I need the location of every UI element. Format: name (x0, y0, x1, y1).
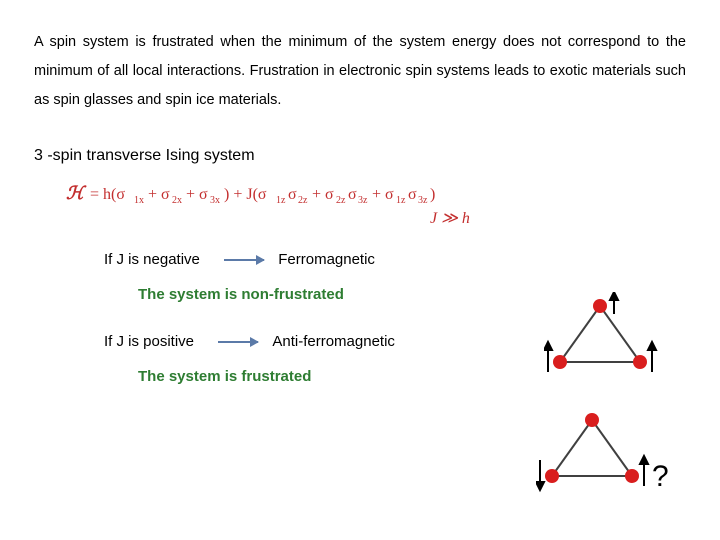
case2-label: If J is positive (104, 333, 194, 350)
case1-result: Ferromagnetic (278, 251, 375, 268)
svg-text:2x: 2x (172, 195, 182, 206)
case1-label: If J is negative (104, 251, 200, 268)
intro-paragraph: A spin system is frustrated when the min… (34, 28, 686, 115)
subtitle: 3 -spin transverse Ising system (34, 147, 686, 165)
svg-text:+ σ: + σ (148, 186, 170, 203)
svg-text:1x: 1x (134, 195, 144, 206)
svg-text:2z: 2z (336, 195, 346, 206)
svg-text:J ≫ h: J ≫ h (430, 210, 470, 227)
question-mark-icon: ? (652, 460, 669, 493)
svg-text:σ: σ (408, 186, 417, 203)
ferromagnetic-triangle-diagram (544, 292, 674, 383)
svg-text:1z: 1z (396, 195, 406, 206)
svg-text:3z: 3z (358, 195, 368, 206)
svg-text:ℋ: ℋ (66, 183, 87, 203)
svg-text:1z: 1z (276, 195, 286, 206)
hamiltonian-formula: ℋ = h(σ 1x + σ 2x + σ 3x ) + J(σ 1z σ 2z… (60, 181, 686, 229)
cond-line-1: If J is negative Ferromagnetic (104, 251, 686, 268)
svg-text:): ) (430, 186, 435, 203)
svg-text:) + J(σ: ) + J(σ (224, 186, 267, 203)
svg-text:+ σ: + σ (186, 186, 208, 203)
svg-text:σ: σ (288, 186, 297, 203)
case2-result: Anti-ferromagnetic (272, 333, 395, 350)
svg-text:3z: 3z (418, 195, 428, 206)
arrow-icon (224, 259, 264, 261)
svg-text:2z: 2z (298, 195, 308, 206)
svg-text:= h(σ: = h(σ (90, 186, 125, 203)
svg-text:3x: 3x (210, 195, 220, 206)
svg-text:+ σ: + σ (372, 186, 394, 203)
arrow-icon (218, 341, 258, 343)
frustrated-triangle-diagram: ? (536, 402, 674, 499)
svg-text:+ σ: + σ (312, 186, 334, 203)
svg-text:σ: σ (348, 186, 357, 203)
